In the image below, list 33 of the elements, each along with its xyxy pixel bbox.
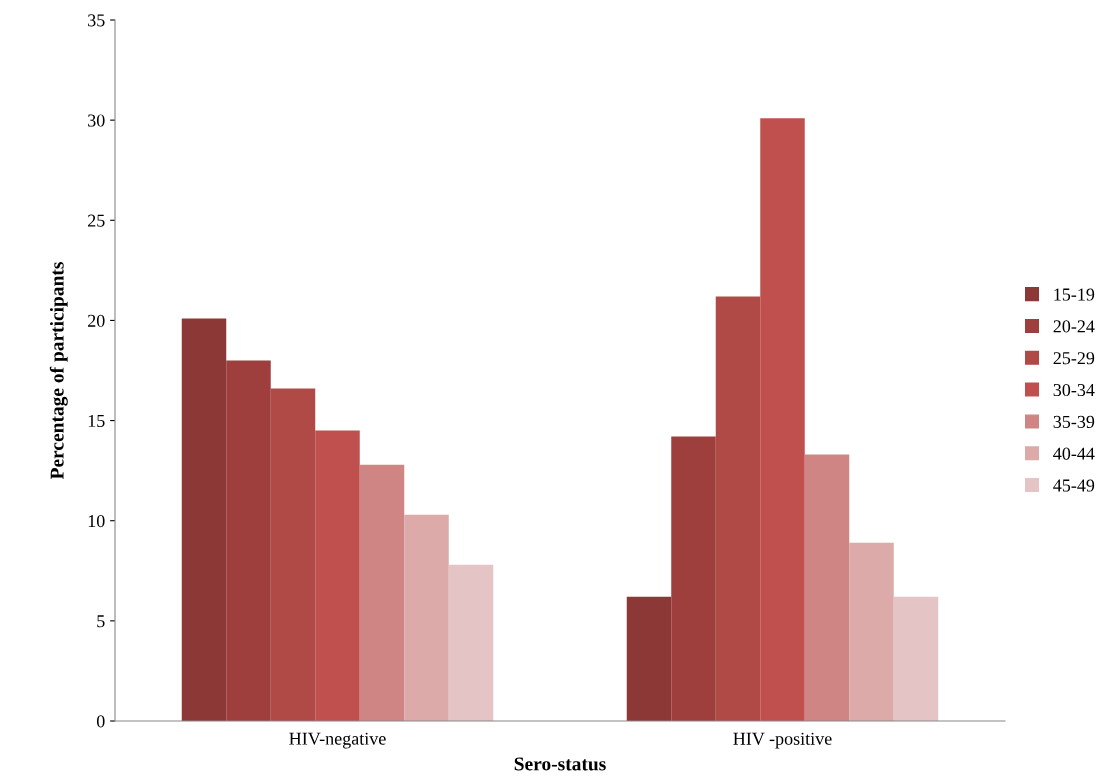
bar (626, 596, 672, 721)
x-tick-label: HIV-negative (289, 732, 386, 749)
bar (315, 430, 360, 721)
bar (849, 542, 894, 721)
bar (270, 388, 316, 721)
legend-label: 25-29 (1053, 352, 1095, 365)
legend-label: 45-49 (1053, 479, 1095, 492)
bar (804, 454, 850, 721)
y-tick-label: 35 (88, 14, 105, 27)
y-tick-label: 15 (88, 414, 105, 428)
y-tick-label: 10 (88, 514, 105, 528)
bar (226, 360, 271, 721)
bar (760, 118, 805, 721)
bar (181, 318, 227, 721)
legend-label: 30-34 (1053, 383, 1095, 397)
y-tick-label: 0 (96, 715, 105, 728)
legend-label: 20-24 (1053, 320, 1095, 333)
bar (715, 296, 761, 721)
y-tick-label: 25 (88, 214, 105, 227)
y-axis-title: Percentage of participants (49, 262, 68, 480)
bar (671, 436, 716, 721)
legend-label: 35-39 (1053, 415, 1095, 428)
y-tick-label: 20 (88, 314, 105, 327)
legend-label: 40-44 (1053, 447, 1095, 460)
bar (448, 564, 494, 721)
legend-label: 15-19 (1054, 288, 1095, 301)
bar (404, 514, 449, 721)
y-tick-label: 5 (97, 615, 105, 628)
x-axis-title: Sero-status (514, 757, 606, 771)
y-tick-label: 30 (88, 114, 105, 127)
bar (359, 464, 405, 721)
bar (893, 596, 939, 721)
x-tick-label: HIV -positive (733, 732, 832, 749)
